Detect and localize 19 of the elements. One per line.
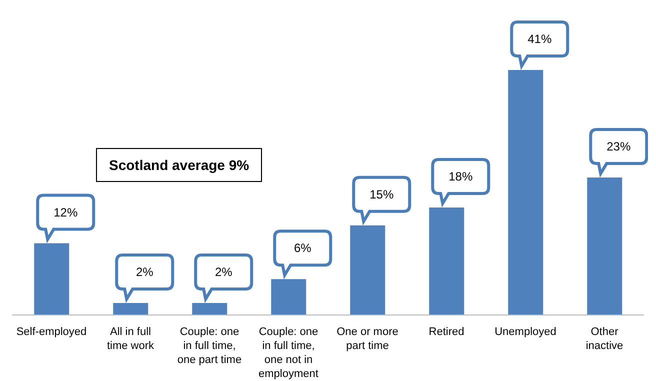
x-tick-label: Other inactive bbox=[586, 326, 624, 352]
data-label: 18% bbox=[448, 169, 473, 184]
data-label: 23% bbox=[606, 140, 631, 154]
x-tick-label: One or more part time bbox=[336, 326, 398, 352]
x-tick-label: Self-employed bbox=[16, 326, 87, 338]
data-label: 6% bbox=[294, 241, 312, 256]
x-tick-label: Unemployed bbox=[494, 326, 556, 338]
bar bbox=[192, 303, 228, 315]
x-tick-label: Couple: one in full time, one part time bbox=[177, 326, 242, 366]
data-label: 12% bbox=[54, 205, 78, 220]
data-label: 2% bbox=[214, 265, 233, 280]
data-label: 15% bbox=[370, 187, 394, 202]
data-label: 41% bbox=[528, 32, 552, 46]
x-tick-label: Couple: one in full time, one not in employment bbox=[258, 326, 318, 380]
x-tick-label: All in full time work bbox=[106, 326, 155, 352]
bar bbox=[113, 303, 148, 315]
x-tick-label: Retired bbox=[428, 326, 464, 338]
annotation: Scotland average 9% bbox=[96, 148, 262, 182]
data-label: 2% bbox=[136, 265, 154, 280]
